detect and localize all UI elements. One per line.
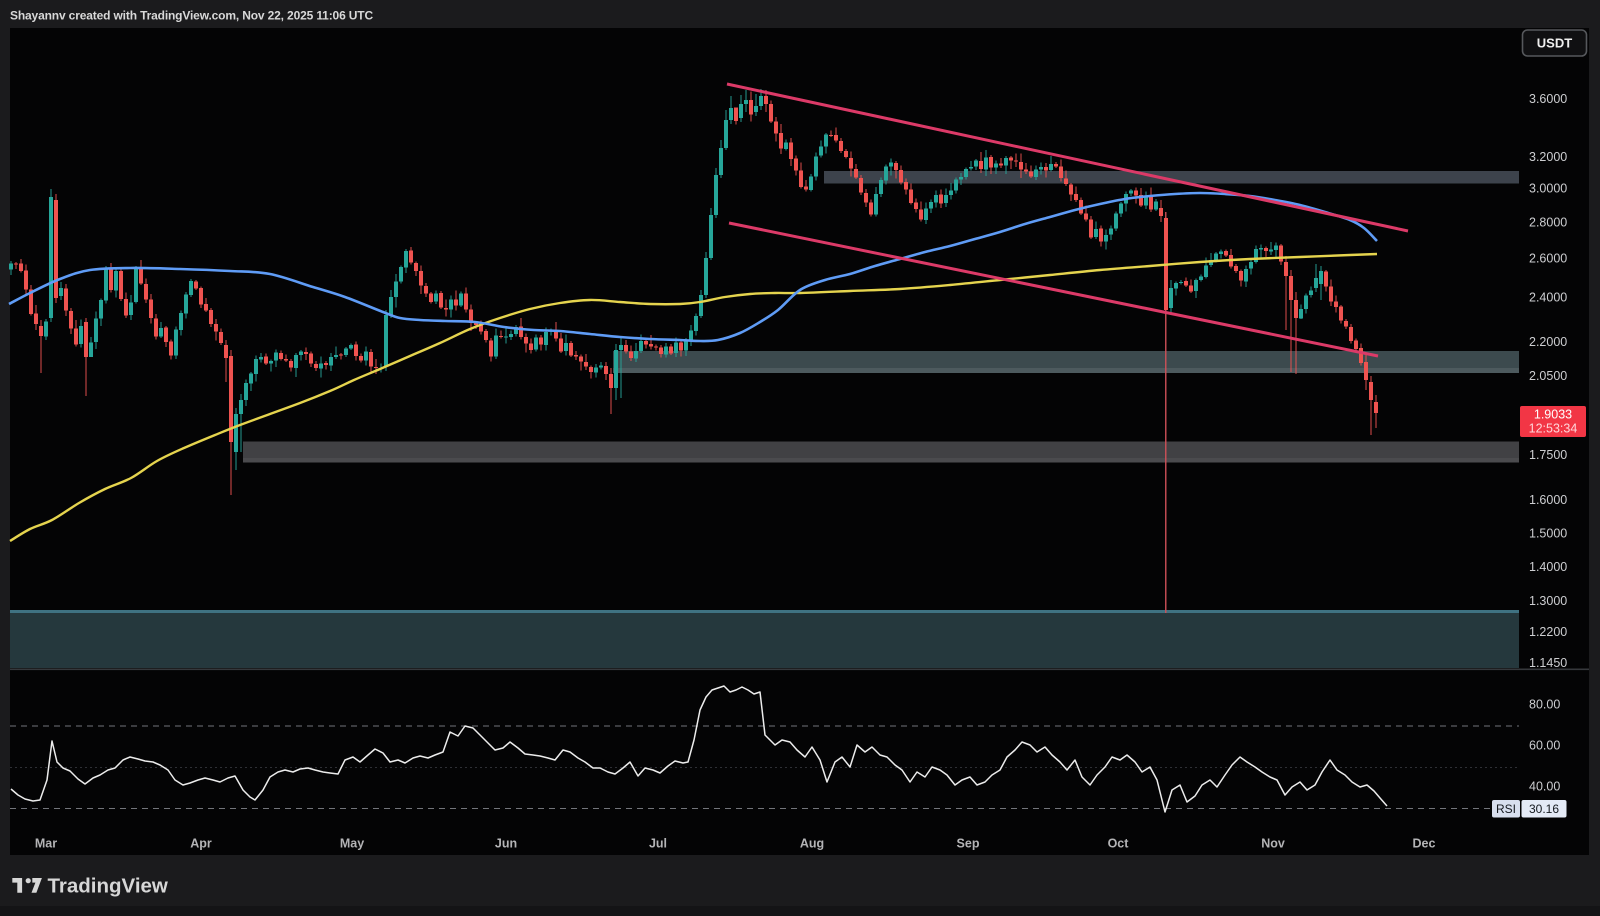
svg-text:2.6000: 2.6000 <box>1529 252 1567 266</box>
svg-text:2.8000: 2.8000 <box>1529 216 1567 230</box>
svg-text:Oct: Oct <box>1108 837 1130 851</box>
svg-text:May: May <box>340 837 364 851</box>
svg-text:Aug: Aug <box>800 837 824 851</box>
svg-text:1.2200: 1.2200 <box>1529 625 1567 639</box>
svg-text:RSI: RSI <box>1496 802 1516 816</box>
svg-text:1.7500: 1.7500 <box>1529 448 1567 462</box>
svg-text:Nov: Nov <box>1261 837 1285 851</box>
svg-text:1.9033: 1.9033 <box>1534 408 1572 422</box>
svg-text:12:53:34: 12:53:34 <box>1529 422 1578 436</box>
svg-text:2.0500: 2.0500 <box>1529 369 1567 383</box>
svg-text:60.00: 60.00 <box>1529 739 1560 753</box>
svg-text:80.00: 80.00 <box>1529 698 1560 712</box>
svg-text:1.4000: 1.4000 <box>1529 560 1567 574</box>
svg-text:USDT: USDT <box>1537 36 1572 51</box>
svg-text:1.5000: 1.5000 <box>1529 527 1567 541</box>
svg-text:3.0000: 3.0000 <box>1529 182 1567 196</box>
svg-text:Shayannv created with TradingV: Shayannv created with TradingView.com, N… <box>10 9 373 23</box>
svg-text:40.00: 40.00 <box>1529 780 1560 794</box>
svg-text:Sep: Sep <box>957 837 980 851</box>
svg-text:1.6000: 1.6000 <box>1529 493 1567 507</box>
svg-text:Apr: Apr <box>190 837 212 851</box>
svg-text:Dec: Dec <box>1413 837 1436 851</box>
svg-text:2.2000: 2.2000 <box>1529 335 1567 349</box>
svg-text:2.4000: 2.4000 <box>1529 291 1567 305</box>
svg-text:30.16: 30.16 <box>1529 802 1559 816</box>
svg-text:Mar: Mar <box>35 837 57 851</box>
svg-text:Jul: Jul <box>649 837 667 851</box>
svg-text:1.3000: 1.3000 <box>1529 594 1567 608</box>
svg-text:3.6000: 3.6000 <box>1529 92 1567 106</box>
svg-text:TradingView: TradingView <box>48 875 168 898</box>
svg-text:1.1450: 1.1450 <box>1529 656 1567 670</box>
svg-text:3.2000: 3.2000 <box>1529 150 1567 164</box>
svg-text:Jun: Jun <box>495 837 517 851</box>
